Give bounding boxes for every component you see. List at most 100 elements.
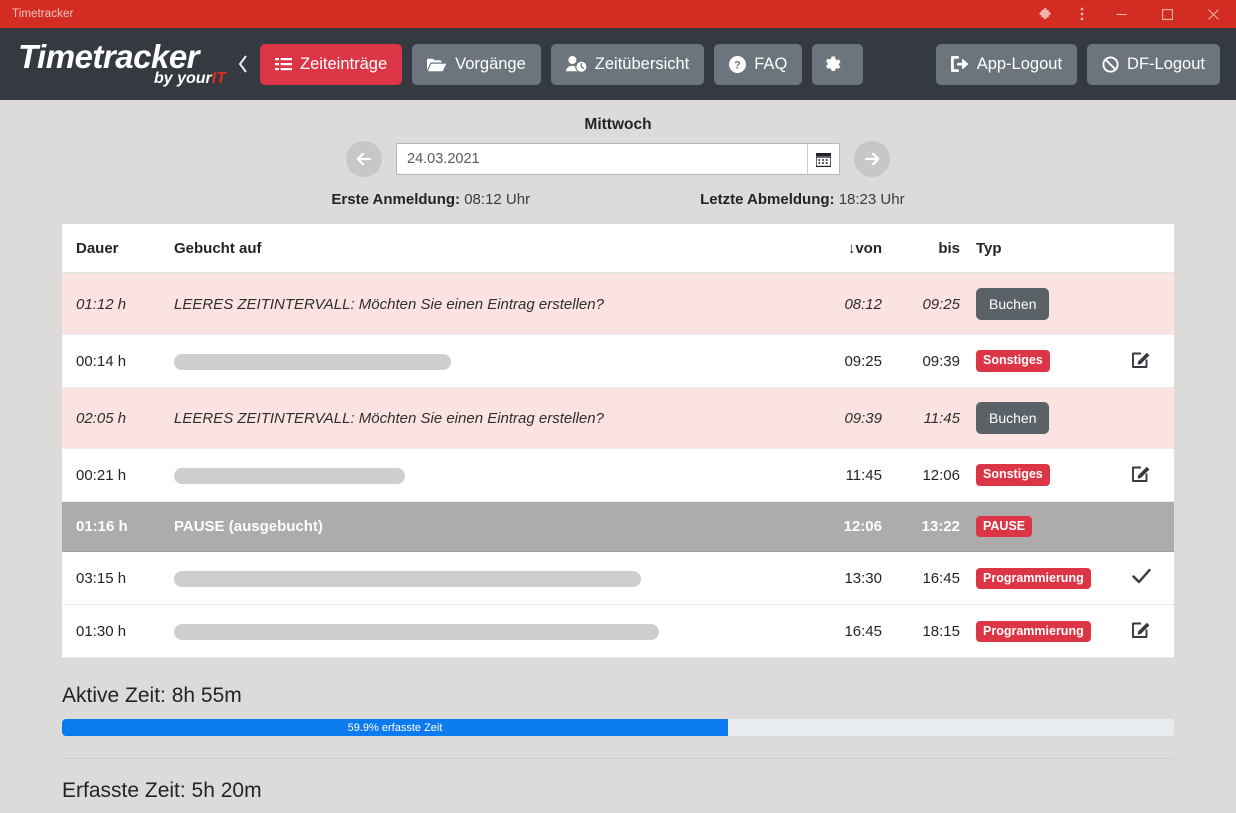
column-header-dauer[interactable]: Dauer: [62, 224, 174, 274]
column-header-actions: [1108, 224, 1174, 274]
weekday-label: Mittwoch: [584, 116, 652, 133]
cell-dauer: 01:12 h: [62, 273, 174, 335]
time-entries-table: Dauer Gebucht auf ↓von bis Typ 01:12 h LE…: [62, 224, 1174, 659]
redacted-project-bar: [174, 570, 641, 587]
first-login-label: Erste Anmeldung:: [331, 191, 461, 208]
type-badge: Sonstiges: [976, 350, 1050, 372]
logo-sub-plain: by your: [153, 69, 212, 87]
puzzle-icon[interactable]: [1026, 0, 1066, 28]
summary-active: Aktive Zeit: 8h 55m 59.9% erfasste Zeit: [62, 684, 1174, 737]
first-login-value: 08:12 Uhr: [464, 191, 531, 208]
cell-gebucht-auf: [174, 448, 804, 502]
app-navbar: Timetracker by yourIT Zeiteinträge Vorgä…: [0, 28, 1236, 100]
progress-segment: [728, 719, 1174, 737]
cell-bis: 16:45: [882, 551, 960, 606]
cell-gebucht-auf: [174, 551, 804, 606]
ban-icon: [1102, 55, 1119, 73]
column-header-bis[interactable]: bis: [882, 224, 960, 274]
type-badge: PAUSE: [976, 516, 1033, 538]
login-times-row: Erste Anmeldung: 08:12 Uhr Letzte Abmeld…: [0, 191, 1236, 208]
cell-von: 09:39: [804, 387, 882, 449]
cell-bis: 12:06: [882, 448, 960, 502]
cell-von: 12:06: [804, 501, 882, 553]
cell-bis: 18:15: [882, 604, 960, 659]
gear-icon: [825, 55, 842, 73]
table-head: Dauer Gebucht auf ↓von bis Typ: [62, 224, 1174, 274]
table-body: 01:12 h LEERES ZEITINTERVALL: Möchten Sie…: [62, 273, 1174, 659]
column-header-gebucht[interactable]: Gebucht auf: [174, 224, 804, 274]
chevron-left-icon[interactable]: [226, 54, 260, 74]
time-entries-table-wrapper: Dauer Gebucht auf ↓von bis Typ 01:12 h LE…: [62, 224, 1174, 659]
column-header-typ[interactable]: Typ: [960, 224, 1108, 274]
column-header-von[interactable]: ↓von: [804, 224, 882, 274]
user-clock-icon: [565, 56, 587, 72]
cell-typ: Programmierung: [960, 604, 1108, 659]
date-navigation: [0, 141, 1236, 177]
app-logo: Timetracker by yourIT: [16, 40, 226, 87]
last-logout-value: 18:23 Uhr: [838, 191, 905, 208]
minimize-button[interactable]: [1098, 0, 1144, 28]
cell-actions: [1108, 448, 1174, 502]
table-row[interactable]: 02:05 h LEERES ZEITINTERVALL: Möchten Sie…: [62, 387, 1174, 449]
nav-label-zeituebersicht: Zeitübersicht: [594, 54, 690, 73]
arrow-right-circle-icon[interactable]: [854, 141, 890, 177]
question-circle-icon: ?: [729, 55, 747, 73]
sign-out-icon: [950, 56, 969, 72]
table-row[interactable]: 03:15 h 13:30 16:45 Programmierung: [62, 551, 1174, 606]
edit-icon[interactable]: [1131, 463, 1151, 487]
calendar-icon[interactable]: [807, 144, 839, 174]
redacted-project-bar: [174, 467, 405, 484]
edit-icon[interactable]: [1131, 349, 1151, 373]
close-button[interactable]: [1190, 0, 1236, 28]
table-row[interactable]: 01:16 h PAUSE (ausgebucht) 12:06 13:22 PAUSE: [62, 501, 1174, 553]
nav-button-zeituebersicht[interactable]: Zeitübersicht: [550, 43, 705, 85]
nav-label-zeiteintraege: Zeiteinträge: [300, 54, 388, 73]
edit-icon[interactable]: [1131, 619, 1151, 643]
redacted-project-bar: [174, 353, 451, 370]
active-time-title: Aktive Zeit: 8h 55m: [62, 684, 242, 708]
window-controls: [1026, 0, 1236, 28]
buchen-button[interactable]: Buchen: [976, 402, 1050, 434]
maximize-button[interactable]: [1144, 0, 1190, 28]
table-row[interactable]: 01:30 h 16:45 18:15 Programmierung: [62, 604, 1174, 659]
nav-button-settings[interactable]: [812, 43, 864, 85]
df-logout-label: DF-Logout: [1127, 54, 1205, 73]
type-badge: Sonstiges: [976, 464, 1050, 486]
df-logout-button[interactable]: DF-Logout: [1087, 43, 1220, 85]
kebab-menu-icon[interactable]: [1066, 0, 1098, 28]
recorded-time-title: Erfasste Zeit: 5h 20m: [62, 779, 262, 803]
arrow-left-circle-icon[interactable]: [346, 141, 382, 177]
cell-bis: 09:25: [882, 273, 960, 335]
nav-label-vorgaenge: Vorgänge: [455, 54, 526, 73]
active-time-progressbar: 59.9% erfasste Zeit: [62, 719, 1174, 737]
cell-von: 16:45: [804, 604, 882, 659]
buchen-button[interactable]: Buchen: [976, 288, 1050, 320]
type-badge: Programmierung: [976, 567, 1091, 589]
cell-von: 11:45: [804, 448, 882, 502]
cell-typ: Sonstiges: [960, 334, 1108, 388]
cell-dauer: 01:16 h: [62, 501, 174, 553]
table-row[interactable]: 01:12 h LEERES ZEITINTERVALL: Möchten Sie…: [62, 273, 1174, 335]
check-icon[interactable]: [1131, 566, 1152, 590]
nav-button-faq[interactable]: ? FAQ: [714, 43, 803, 85]
cell-dauer: 02:05 h: [62, 387, 174, 449]
cell-actions: [1108, 273, 1174, 335]
type-badge: Programmierung: [976, 620, 1091, 642]
svg-text:?: ?: [734, 59, 741, 71]
date-input-group: [396, 143, 840, 175]
nav-button-zeiteintraege[interactable]: Zeiteinträge: [260, 43, 403, 85]
cell-actions: [1108, 604, 1174, 659]
cell-bis: 09:39: [882, 334, 960, 388]
cell-typ: Buchen: [960, 387, 1108, 449]
table-row[interactable]: 00:14 h 09:25 09:39 Sonstiges: [62, 334, 1174, 388]
cell-dauer: 03:15 h: [62, 551, 174, 606]
cell-typ: Buchen: [960, 273, 1108, 335]
date-input[interactable]: [397, 144, 807, 174]
table-row[interactable]: 00:21 h 11:45 12:06 Sonstiges: [62, 448, 1174, 502]
nav-button-vorgaenge[interactable]: Vorgänge: [412, 43, 541, 85]
app-logout-label: App-Logout: [976, 54, 1063, 73]
last-logout-label: Letzte Abmeldung:: [700, 191, 835, 208]
cell-gebucht-auf: PAUSE (ausgebucht): [174, 501, 804, 553]
cell-actions: [1108, 551, 1174, 606]
app-logout-button[interactable]: App-Logout: [935, 43, 1078, 85]
